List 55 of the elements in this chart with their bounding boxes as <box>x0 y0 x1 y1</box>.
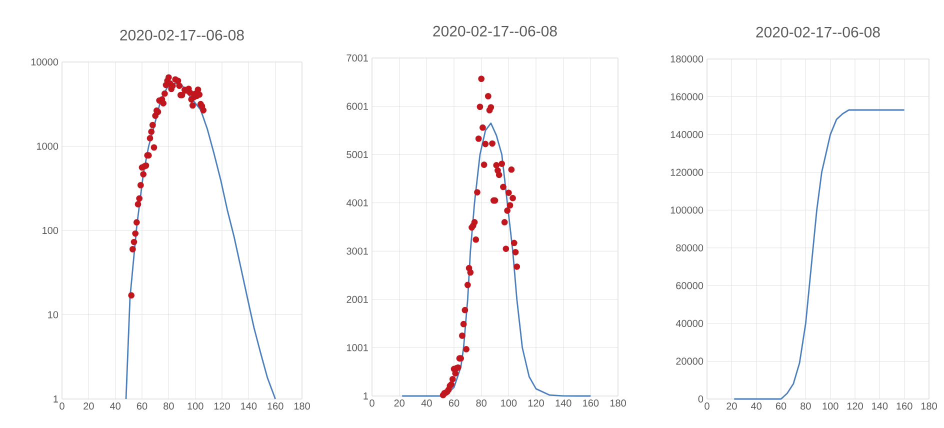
x-tick-label: 40 <box>110 402 121 410</box>
x-tick-label: 180 <box>610 400 626 407</box>
y-tick-label: 10000 <box>31 58 58 66</box>
x-tick-label: 60 <box>448 400 460 407</box>
chart-title: 2020-02-17--06-08 <box>433 26 557 36</box>
x-tick-label: 80 <box>164 402 174 410</box>
x-tick-label: 60 <box>776 402 786 410</box>
y-tick-label: 1000 <box>36 142 58 150</box>
y-tick-label: 120000 <box>670 168 704 176</box>
x-tick-label: 60 <box>136 402 148 410</box>
x-tick-label: 0 <box>704 402 710 410</box>
x-tick-label: 180 <box>294 402 310 410</box>
y-tick-label: 6001 <box>346 102 368 110</box>
x-tick-label: 120 <box>528 400 544 407</box>
y-tick-label: 100 <box>42 226 58 234</box>
x-tick-label: 80 <box>800 402 811 410</box>
y-tick-label: 5001 <box>346 151 368 158</box>
x-tick-label: 160 <box>896 402 912 410</box>
y-tick-label: 40000 <box>676 320 704 327</box>
chart-title: 2020-02-17--06-08 <box>756 26 880 38</box>
x-tick-label: 120 <box>214 402 230 410</box>
y-tick-label: 180000 <box>670 55 704 63</box>
x-tick-label: 80 <box>476 400 487 407</box>
y-tick-label: 80000 <box>676 244 704 252</box>
x-tick-label: 40 <box>751 402 762 410</box>
x-tick-label: 0 <box>60 402 64 410</box>
y-tick-label: 1001 <box>346 344 368 352</box>
x-tick-label: 140 <box>556 400 572 407</box>
y-tick-label: 4001 <box>346 199 368 206</box>
x-tick-label: 100 <box>822 402 838 410</box>
x-tick-label: 20 <box>394 400 405 407</box>
y-tick-label: 7001 <box>346 54 368 62</box>
x-tick-label: 140 <box>872 402 888 410</box>
chart-title: 2020-02-17--06-08 <box>120 30 244 40</box>
y-tick-label: 2001 <box>346 296 368 303</box>
x-tick-label: 160 <box>583 400 599 407</box>
y-tick-label: 1 <box>364 392 368 400</box>
y-tick-label: 3001 <box>346 248 368 255</box>
x-tick-label: 140 <box>241 402 257 410</box>
x-tick-label: 160 <box>268 402 284 410</box>
x-tick-label: 100 <box>501 400 517 407</box>
x-tick-label: 180 <box>921 402 937 410</box>
y-tick-label: 100000 <box>670 206 704 214</box>
y-tick-label: 20000 <box>676 358 704 365</box>
y-tick-label: 10 <box>48 311 58 318</box>
x-tick-label: 100 <box>188 402 204 410</box>
x-tick-label: 120 <box>847 402 863 410</box>
y-tick-label: 1 <box>54 396 58 402</box>
x-tick-label: 20 <box>84 402 94 410</box>
y-tick-label: 140000 <box>670 131 704 138</box>
x-tick-label: 0 <box>370 400 374 407</box>
x-tick-label: 20 <box>726 402 737 410</box>
x-tick-label: 40 <box>421 400 432 407</box>
y-tick-label: 60000 <box>676 282 704 290</box>
y-tick-label: 160000 <box>670 93 704 100</box>
